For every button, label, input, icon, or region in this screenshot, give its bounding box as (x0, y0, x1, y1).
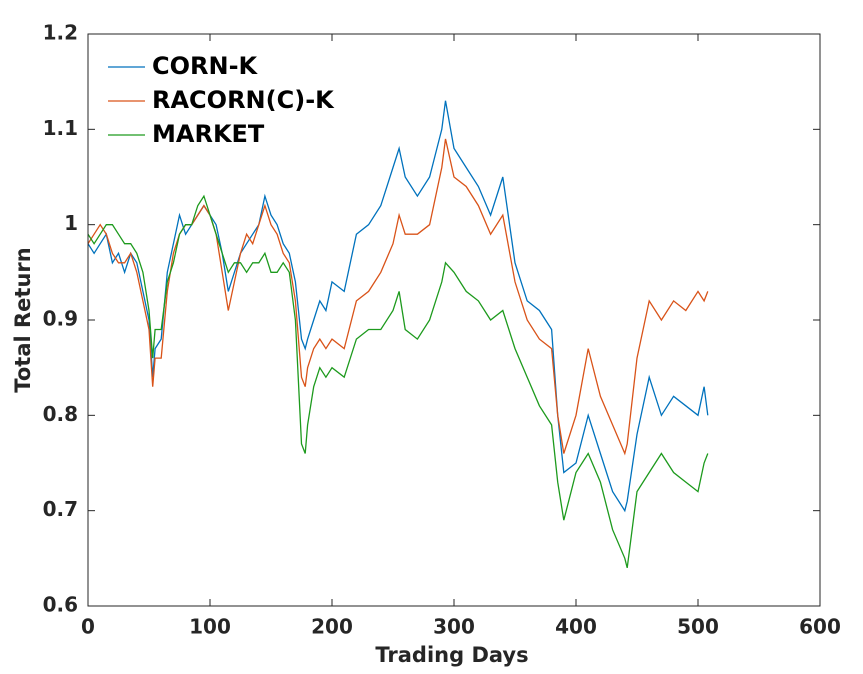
plot-frame (87, 33, 821, 607)
x-tick-label: 0 (81, 615, 95, 639)
legend-label: CORN-K (152, 52, 259, 80)
y-tick-label: 0.7 (43, 497, 78, 521)
series-line (87, 194, 709, 569)
y-tick-label: 1.1 (43, 116, 78, 140)
series-line (87, 100, 709, 513)
legend-label: MARKET (152, 120, 265, 148)
x-tick-label: 600 (799, 615, 841, 639)
legend-label: RACORN(C)-K (152, 86, 335, 114)
x-tick-label: 400 (555, 615, 597, 639)
y-tick-label: 0.6 (43, 593, 78, 617)
x-tick-label: 100 (189, 615, 231, 639)
x-tick-label: 200 (311, 615, 353, 639)
series-line (87, 138, 709, 456)
x-axis-label: Trading Days (375, 643, 528, 667)
y-tick-label: 1.2 (43, 21, 78, 45)
y-tick-label: 0.8 (43, 402, 78, 426)
x-tick-label: 300 (433, 615, 475, 639)
y-axis-label: Total Return (11, 247, 35, 392)
y-tick-label: 1 (64, 211, 78, 235)
y-tick-label: 0.9 (43, 307, 78, 331)
x-tick-label: 500 (677, 615, 719, 639)
